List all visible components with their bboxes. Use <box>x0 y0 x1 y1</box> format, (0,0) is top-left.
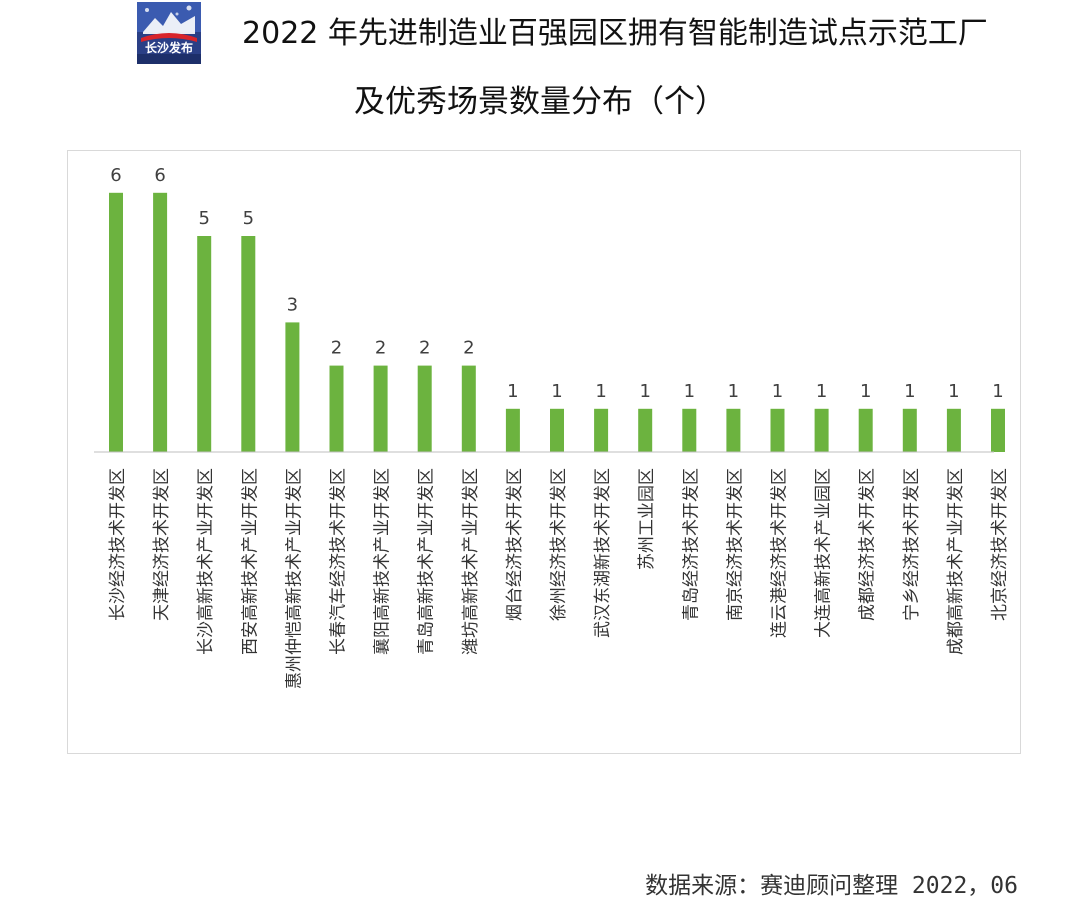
bar <box>726 408 741 452</box>
bar <box>902 408 917 452</box>
x-tick-label: 宁乡经济技术开发区 <box>902 468 922 621</box>
data-label: 6 <box>154 165 165 186</box>
data-label: 2 <box>375 338 386 359</box>
logo-text: 长沙发布 <box>145 40 193 55</box>
x-tick-label: 长沙高新技术产业开发区 <box>196 468 216 655</box>
bar <box>594 408 609 452</box>
data-label: 1 <box>860 381 871 402</box>
bar <box>197 236 212 452</box>
data-label: 1 <box>595 381 606 402</box>
x-tick-label: 青岛高新技术产业开发区 <box>417 468 437 655</box>
data-label: 1 <box>992 381 1003 402</box>
bar <box>417 365 432 452</box>
x-tick-label: 长沙经济技术开发区 <box>108 468 128 621</box>
data-label: 1 <box>507 381 518 402</box>
bar <box>814 408 829 452</box>
data-label: 1 <box>816 381 827 402</box>
x-tick-label: 青岛经济技术开发区 <box>681 468 701 621</box>
x-tick-label: 北京经济技术开发区 <box>990 468 1010 621</box>
data-label: 5 <box>243 208 254 229</box>
data-source-note: 数据来源：赛迪顾问整理 2022，06 <box>645 873 1018 899</box>
x-tick-label: 大连高新技术产业园区 <box>814 468 834 638</box>
x-tick-label: 成都高新技术产业开发区 <box>946 468 966 655</box>
chart-title-line-2: 及优秀场景数量分布（个） <box>354 84 726 120</box>
bar <box>505 408 520 452</box>
data-label: 3 <box>287 294 298 315</box>
bar <box>153 192 168 453</box>
data-label: 1 <box>639 381 650 402</box>
chart-area: 6 长沙经济技术开发区 6 天津经济技术开发区 5 长沙高新技术产业开发区 5 西安高新技术产… <box>67 150 1021 754</box>
x-tick-label: 长春汽车经济技术开发区 <box>329 468 349 655</box>
x-tick-label: 潍坊高新技术产业开发区 <box>461 468 481 655</box>
bar <box>461 365 476 452</box>
x-tick-label: 惠州仲恺高新技术产业开发区 <box>284 468 304 689</box>
bar <box>946 408 961 452</box>
x-tick-label: 武汉东湖新技术开发区 <box>593 468 613 638</box>
bar-chart: 6 长沙经济技术开发区 6 天津经济技术开发区 5 长沙高新技术产业开发区 5 西安高新技术产… <box>94 165 1010 689</box>
bar <box>991 408 1005 452</box>
data-label: 2 <box>463 338 474 359</box>
bar <box>285 322 300 452</box>
bar <box>373 365 388 452</box>
data-label: 1 <box>948 381 959 402</box>
x-tick-label: 天津经济技术开发区 <box>152 468 172 621</box>
data-label: 1 <box>551 381 562 402</box>
data-label: 2 <box>419 338 430 359</box>
x-tick-label: 徐州经济技术开发区 <box>549 468 569 621</box>
data-label: 5 <box>198 208 209 229</box>
x-tick-label: 成都经济技术开发区 <box>858 468 878 621</box>
data-label: 1 <box>684 381 695 402</box>
bar <box>638 408 653 452</box>
x-tick-label: 襄阳高新技术产业开发区 <box>372 468 393 655</box>
data-label: 2 <box>331 338 342 359</box>
bar <box>329 365 344 452</box>
x-tick-label: 连云港经济技术开发区 <box>770 468 790 638</box>
bar <box>109 192 123 453</box>
bar <box>858 408 873 452</box>
x-tick-label: 南京经济技术开发区 <box>725 468 745 621</box>
bar <box>770 408 785 452</box>
x-tick-label: 苏州工业园区 <box>637 468 657 570</box>
data-label: 1 <box>772 381 783 402</box>
chart-title-line-1: 2022 年先进制造业百强园区拥有智能制造试点示范工厂 <box>242 16 988 51</box>
bar <box>682 408 697 452</box>
data-label: 1 <box>728 381 739 402</box>
bar <box>241 236 256 452</box>
changsha-release-logo: 长沙发布 <box>137 2 201 64</box>
data-label: 6 <box>110 165 121 186</box>
bar <box>550 408 564 452</box>
data-label: 1 <box>904 381 915 402</box>
x-tick-label: 西安高新技术产业开发区 <box>240 468 260 655</box>
x-tick-label: 烟台经济技术开发区 <box>505 468 525 621</box>
